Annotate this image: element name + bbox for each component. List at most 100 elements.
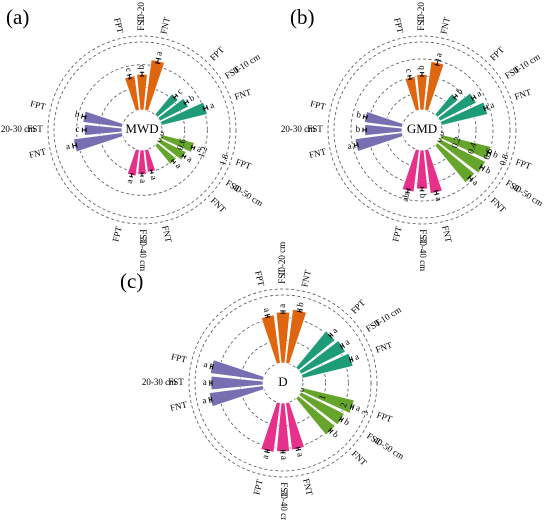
error-cap <box>205 104 209 111</box>
treatment-label: FNT <box>160 225 174 244</box>
significance-letter: a <box>174 160 184 170</box>
significance-letter: b <box>418 194 428 199</box>
center-hole <box>403 111 441 149</box>
bar <box>159 101 208 126</box>
error-cap <box>75 142 78 148</box>
error-cap <box>340 417 345 423</box>
error-bar <box>354 144 358 147</box>
treatment-label: FST <box>136 15 146 31</box>
error-cap <box>350 356 354 362</box>
bar <box>82 110 124 128</box>
error-cap <box>190 145 193 150</box>
significance-letter: a <box>201 395 207 406</box>
depth-label: 30-40 cm <box>279 490 289 520</box>
bar <box>354 132 404 152</box>
center-label: D <box>278 374 287 389</box>
treatment-label: FPT <box>251 478 264 496</box>
significance-letter: a <box>153 50 164 56</box>
bar <box>415 149 429 190</box>
significance-letter: b <box>136 64 146 69</box>
panel-letter: (b) <box>290 5 315 29</box>
significance-letter: a <box>346 140 352 151</box>
error-bar <box>484 106 488 110</box>
error-cap <box>362 114 365 119</box>
error-cap <box>297 308 303 311</box>
error-cap <box>365 115 368 120</box>
error-cap <box>265 316 271 319</box>
significance-letter: a <box>488 100 495 111</box>
error-cap <box>329 332 334 337</box>
significance-letter: a <box>260 454 271 460</box>
error-cap <box>208 397 211 403</box>
bar <box>154 142 177 165</box>
treatment-label: FST <box>138 229 148 245</box>
error-cap <box>84 114 87 120</box>
error-bar <box>184 100 189 104</box>
bar <box>209 359 265 381</box>
significance-letter: a <box>65 141 71 152</box>
error-cap <box>405 191 411 194</box>
error-cap <box>435 58 441 62</box>
bar <box>144 59 166 112</box>
error-cap <box>81 113 84 119</box>
treatment-label: FNT <box>308 146 327 160</box>
depth-label: 10-20 cm <box>136 0 146 23</box>
error-cap <box>405 188 411 191</box>
bar <box>295 330 336 371</box>
bar <box>295 395 336 436</box>
treatment-label: FPT <box>110 225 123 243</box>
treatment-label: FNT <box>489 195 508 214</box>
error-cap <box>129 175 134 178</box>
error-bar <box>471 96 476 100</box>
bar <box>401 148 420 193</box>
depth-label: 10-20 cm <box>277 242 287 276</box>
error-bar <box>480 166 484 169</box>
bar <box>298 391 346 426</box>
treatment-label: FNT <box>438 16 452 35</box>
treatment-label: FST <box>277 268 287 284</box>
radial-tick-label: 0.6 <box>481 146 494 160</box>
significance-letter: c <box>124 67 135 73</box>
error-bar <box>363 116 368 118</box>
radial-tick-label: 0.2 <box>449 135 462 149</box>
bar <box>285 308 308 365</box>
error-cap <box>341 342 346 348</box>
bar <box>260 314 281 365</box>
treatment-label: FST <box>418 229 428 245</box>
radial-tick-label: 1 <box>317 393 328 401</box>
error-bar <box>81 115 86 118</box>
depth-label: 30-40 cm <box>138 237 148 271</box>
error-cap <box>339 344 344 350</box>
treatment-label: FNT <box>374 340 394 355</box>
error-cap <box>181 153 185 158</box>
bar <box>439 101 489 126</box>
significance-letter: c <box>175 86 185 96</box>
error-cap <box>130 172 134 175</box>
significance-letter: a <box>330 325 340 335</box>
bar <box>73 132 124 153</box>
bar <box>437 138 487 174</box>
treatment-label: FPT <box>515 157 533 172</box>
treatment-label: FST <box>27 124 43 134</box>
panel-b: (b) c FPT b FST a FNT 10-20 cm b FPT a FST a FNT 0-10… <box>281 0 545 271</box>
error-cap <box>327 427 333 433</box>
error-cap <box>193 145 196 151</box>
depth-label: 20-30 cm <box>1 124 35 134</box>
depth-label: 10-20 cm <box>416 0 426 23</box>
error-cap <box>434 63 440 67</box>
panel-letter: (a) <box>6 5 29 29</box>
bar <box>434 93 459 118</box>
error-bar <box>453 95 457 99</box>
bar <box>144 148 157 173</box>
significance-letter: a <box>277 304 287 308</box>
treatment-label: FPT <box>390 225 403 243</box>
gridline-circle <box>333 41 511 219</box>
treatment-label: FNT <box>301 478 315 497</box>
outer-ring <box>327 35 517 225</box>
treatment-label: FNT <box>233 87 253 102</box>
bar <box>275 311 291 364</box>
error-cap <box>264 451 270 454</box>
depth-label: 0-10 cm <box>372 304 403 328</box>
error-cap <box>351 404 355 411</box>
error-cap <box>172 96 176 100</box>
